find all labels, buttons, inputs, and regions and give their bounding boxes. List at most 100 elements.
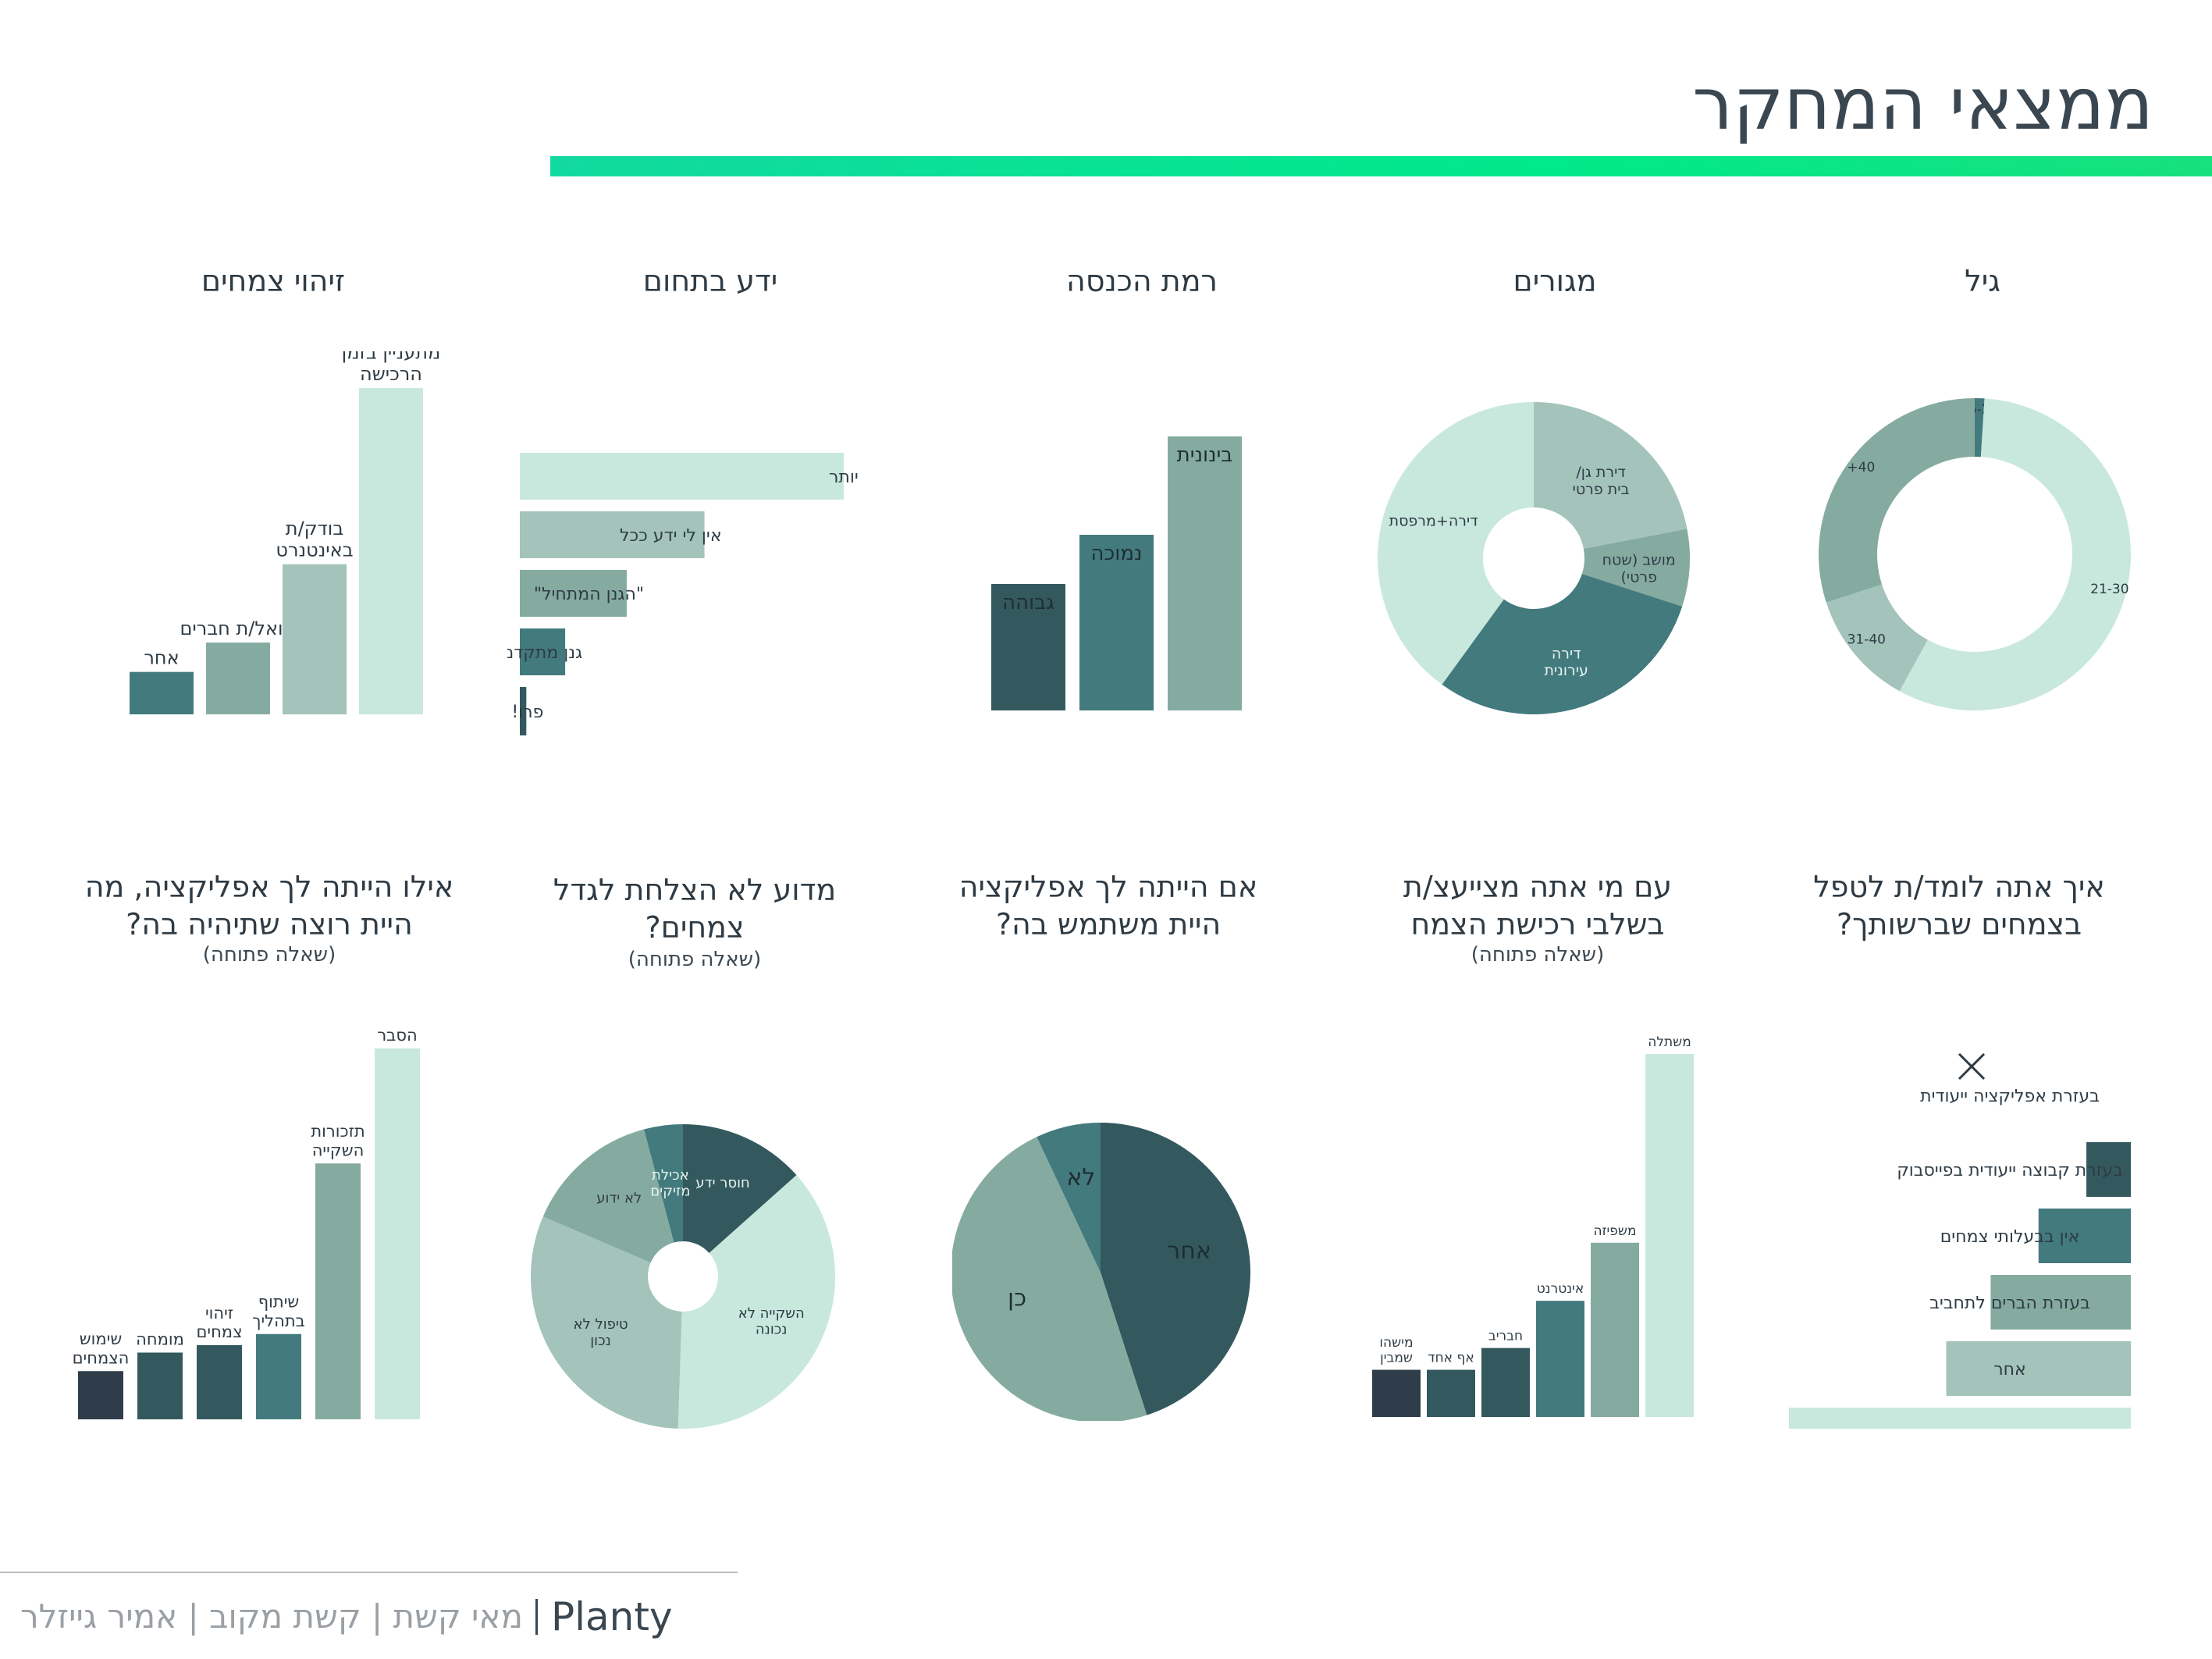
bar-label: שואל/ת חברים: [180, 618, 296, 639]
pie-slice: [1581, 529, 1690, 607]
bar-label: משתלה: [1648, 1034, 1691, 1050]
chart-residence-donut: דירת גן/בית פרטי מושב (שטח פרטי) דירה עירוני…: [1378, 402, 1690, 714]
pie-slice: [1378, 402, 1534, 685]
bar: [1481, 1347, 1530, 1417]
bar: [1645, 1054, 1694, 1417]
chart-title-identification: זיהוי צמחים: [201, 264, 346, 298]
pie-slice: [1826, 584, 1928, 692]
pie-slice: [683, 1124, 797, 1254]
bar-label: בעזרת אפליקציה ייעודית: [1920, 1087, 2100, 1106]
pie-slice-label: אכילת מזיקים: [650, 1167, 690, 1200]
chart-title-consult: עם מי אתה מצייעצ/ת בשלבי רכישת הצמח: [1403, 870, 1673, 942]
bar: [2086, 1142, 2131, 1197]
bar: [1372, 1369, 1421, 1417]
pie-slice-label: לא ידוע: [596, 1190, 642, 1206]
bar-label: תזכורות השקייה: [311, 1122, 365, 1159]
close-icon: [1958, 1052, 1986, 1080]
bar-label: גבוהה: [1002, 591, 1054, 614]
pie-slice: [1101, 1123, 1250, 1415]
bar-label: גנן מתקדם: [507, 643, 582, 663]
pie-slice-label: דירה עירונית: [1545, 645, 1588, 679]
bar: [197, 1345, 242, 1419]
bar-label: חבריב: [1488, 1329, 1523, 1344]
pie-slice-label: לא: [1066, 1164, 1095, 1191]
bar-label: בעזרת האינטורנט: [2011, 1427, 2142, 1429]
pie-slice: [1819, 398, 1975, 603]
chart-title-would-use-app: אם הייתה לך אפליקציה היית משתמש בה?: [958, 870, 1258, 942]
bar: [78, 1371, 123, 1419]
bar-label: משפיזה: [1593, 1223, 1636, 1239]
bar-label: שיתוף בתהליך: [252, 1293, 305, 1330]
bar-label: אף אחד: [1428, 1351, 1474, 1366]
chart-title-knowledge: ידע בתחום: [642, 264, 778, 298]
bar: [520, 453, 844, 500]
bar-label: בינונית: [1177, 443, 1233, 467]
pie-slice-label: דירה+מרפסת: [1389, 512, 1478, 529]
chart-title-why-failed: מדוע לא הצלחת לגדל צמחים?: [553, 873, 837, 945]
bar-label: אחר: [1993, 1360, 2026, 1380]
bar-label: זיהוי צמחים: [196, 1304, 242, 1341]
bar: [359, 388, 423, 714]
footer-divider: [0, 1572, 738, 1573]
pie-slice: [1899, 398, 2131, 710]
pie-slice-label: 21-30: [2090, 582, 2128, 597]
chart-title-income: רמת הכנסה: [1066, 264, 1218, 298]
bar: [520, 570, 627, 617]
chart-why-failed-donut: חוסר ידע השקייה לא נכונה טיפול לא נכון לא ידו…: [531, 1124, 835, 1429]
page-title: ממצאי המחקר: [1692, 62, 2153, 146]
bar-label: נמוכה: [1091, 542, 1143, 565]
pie-slice-label: טיפול לא נכון: [574, 1316, 628, 1349]
bar-label: שימוש הצמחים: [73, 1330, 130, 1367]
pie-slice: [952, 1137, 1147, 1421]
pie-slice-label: כן: [1008, 1284, 1026, 1312]
pie-slice-label: דירת גן/בית פרטי: [1573, 464, 1630, 498]
bar: [520, 511, 705, 558]
bar: [1536, 1301, 1584, 1417]
bar-label: אין בבעלותי צמחים: [1940, 1227, 2080, 1247]
chart-title-app-features: אילו הייתה לך אפליקציה, מה היית רוצה שתי…: [84, 870, 454, 942]
chart-knowledge-bars: חובבני ביותר אין לי ידע ככל "הגנן המתחיל" ג…: [507, 453, 859, 735]
bar-label: מתעניין בזמן הרכישה: [342, 351, 441, 385]
bar: [1789, 1408, 2131, 1429]
chart-learning-bars: בעזרת אפליקציה ייעודית בעזרת קבוצה ייעודי…: [1789, 1052, 2142, 1429]
chart-would-use-app-pie: אחר כן לא: [952, 1123, 1250, 1421]
pie-slice-label: 31-40: [1847, 632, 1886, 648]
chart-subtitle-why-failed: (שאלה פתוחה): [628, 948, 762, 971]
bar: [2038, 1209, 2131, 1263]
title-accent-bar: [550, 156, 2212, 176]
bar-label: הסבר: [377, 1026, 417, 1045]
chart-title-residence: מגורים: [1513, 264, 1597, 298]
chart-income-bars: גבוהה נמוכה בינונית: [991, 436, 1242, 710]
chart-title-learning: איך אתה לומד/ת לטפל בצמחים שברשותך?: [1813, 870, 2105, 942]
pie-slice: [531, 1216, 682, 1429]
chart-subtitle-consult: (שאלה פתוחה): [1471, 943, 1605, 967]
pie-slice: [542, 1129, 674, 1263]
chart-consult-bars: מישהו שמבין אף אחד חבריב אינטרנט משפיזה משתלה: [1372, 1034, 1694, 1417]
pie-slice: [1037, 1123, 1101, 1273]
bar-label: מישהו שמבין: [1379, 1335, 1413, 1366]
bar-label: מומחה: [136, 1330, 184, 1349]
bar-label: "הגנן המתחיל": [534, 585, 644, 604]
bar-label: פרו! אנשים מתקשרים אלי ליעוץ: [507, 703, 543, 722]
pie-slice-label: חוסר ידע: [695, 1175, 749, 1191]
bar: [520, 687, 527, 735]
bar-label: בודק/ת באינטנרט: [276, 518, 353, 561]
bar: [1427, 1369, 1475, 1417]
pie-slice: [1442, 574, 1683, 714]
pie-slice-label: 40+: [1847, 460, 1875, 475]
bar: [375, 1048, 420, 1419]
bar-label: בעזרת הברים לתחביב: [1929, 1294, 2090, 1313]
bar: [206, 643, 270, 714]
footer-separator: [535, 1599, 538, 1635]
bar-label: אחר: [144, 647, 179, 669]
chart-app-features-bars: שימוש הצמחים מומחה זיהוי צמחים שיתוף בתהליך תזכ…: [73, 1026, 420, 1419]
pie-slice: [1975, 398, 1985, 457]
pie-slice: [644, 1124, 683, 1243]
bar: [130, 671, 194, 714]
pie-slice-label: השקייה לא נכונה: [738, 1305, 805, 1338]
pie-slice-label: אחר: [1167, 1237, 1211, 1265]
bar: [283, 564, 347, 714]
bar: [1168, 436, 1242, 710]
